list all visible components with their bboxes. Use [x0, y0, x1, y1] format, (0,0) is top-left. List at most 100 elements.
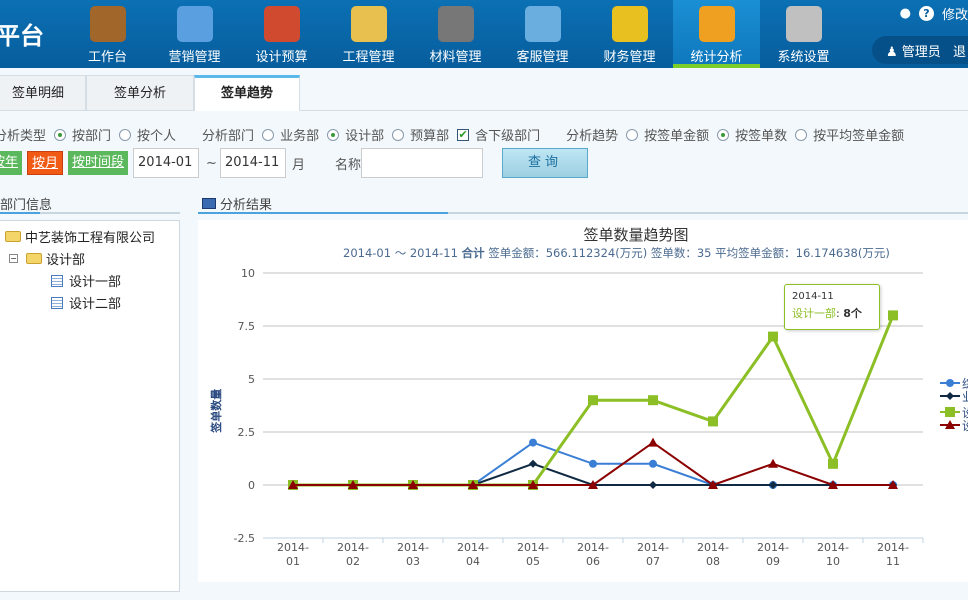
radio-by-dept[interactable]: [54, 128, 67, 141]
tooltip-date: 2014-11: [792, 291, 834, 302]
radio-by-dept-label: 按部门: [72, 129, 112, 144]
data-point: [589, 459, 597, 468]
help-icon[interactable]: ?: [918, 6, 934, 21]
tree-node-design[interactable]: − 设计部: [9, 249, 85, 268]
x-tick-label: 2014-: [697, 541, 729, 554]
tab-sign-analysis[interactable]: 签单分析: [86, 75, 194, 111]
dept-panel-header: 部门信息: [0, 194, 180, 214]
nav-item-label: 设计预算: [255, 50, 308, 65]
y-tick-label: -2.5: [234, 532, 255, 545]
query-button[interactable]: 查询: [502, 148, 588, 178]
data-point: [348, 480, 358, 489]
x-tick-label: 2014-: [817, 541, 849, 554]
radio-business-dept[interactable]: [262, 128, 275, 141]
x-tick-label: 2014-: [277, 541, 309, 554]
nav-item-6[interactable]: 财务管理: [586, 0, 673, 68]
analysis-type-label: 分析类型: [0, 129, 47, 144]
data-point: [708, 416, 718, 427]
logout-link[interactable]: 退: [952, 45, 966, 60]
subtitle-total-label: 合计: [461, 246, 485, 260]
tree-node-design-2[interactable]: 设计二部: [51, 293, 121, 312]
legend-marker: [945, 420, 955, 429]
book-icon: [89, 6, 126, 42]
nav-item-0[interactable]: 工作台: [64, 0, 151, 68]
result-panel-header: 分析结果: [198, 194, 968, 214]
radio-design-dept[interactable]: [327, 128, 340, 141]
x-tick-label: 2014-: [337, 541, 369, 554]
tab-sign-detail[interactable]: 签单明细: [0, 75, 86, 111]
radio-budget-dept[interactable]: [392, 128, 405, 141]
divider: [0, 212, 40, 214]
tree-node-label: 设计二部: [69, 297, 122, 312]
subtitle-range: 2014-01 ～ 2014-11: [343, 246, 458, 260]
include-sub-checkbox[interactable]: ✔: [457, 127, 470, 141]
tree-node-label: 设计部: [46, 253, 86, 268]
nav-item-2[interactable]: 设计预算: [238, 0, 325, 68]
by-period-button[interactable]: 按时间段: [68, 151, 129, 175]
x-tick-label: 08: [706, 555, 720, 568]
radio-by-person-label: 按个人: [137, 129, 177, 144]
folder-icon: [26, 253, 42, 264]
radio-by-amount[interactable]: [626, 128, 639, 141]
by-month-button[interactable]: 按月: [27, 151, 64, 175]
data-point: [888, 480, 898, 489]
nav-item-3[interactable]: 工程管理: [325, 0, 412, 68]
x-tick-label: 2014-: [877, 541, 909, 554]
legend-label: 综: [962, 377, 968, 391]
legend-marker: [946, 392, 954, 400]
nav-item-1[interactable]: 营销管理: [151, 0, 238, 68]
modify-link[interactable]: 修改: [941, 8, 968, 23]
from-date-input[interactable]: 2014-01: [133, 148, 200, 178]
data-point: [588, 480, 598, 489]
barrier-icon: [350, 6, 387, 42]
x-tick-label: 06: [586, 555, 600, 568]
data-point: [529, 459, 537, 468]
tree-node-design-1[interactable]: 设计一部: [51, 271, 121, 290]
tree-node-root[interactable]: 中艺装饰工程有限公司: [5, 227, 155, 246]
message-icon[interactable]: ●: [899, 6, 911, 21]
data-point: [648, 395, 658, 406]
radio-by-avg-amount[interactable]: [795, 128, 808, 141]
data-point: [828, 458, 838, 469]
tree-node-label: 中艺装饰工程有限公司: [25, 231, 156, 246]
legend-label: 设: [962, 406, 968, 420]
x-tick-label: 2014-: [397, 541, 429, 554]
tools-icon: [785, 6, 822, 42]
x-tick-label: 2014-: [577, 541, 609, 554]
data-point: [468, 480, 478, 489]
data-point: [648, 437, 658, 447]
to-date-input[interactable]: 2014-11: [219, 148, 286, 178]
radio-by-person[interactable]: [119, 128, 132, 141]
x-tick-label: 2014-: [517, 541, 549, 554]
by-year-button[interactable]: 按年: [0, 151, 22, 175]
name-input[interactable]: [360, 148, 483, 178]
filter-row: 分析类型 按部门 按个人 分析部门 业务部 设计部 预算部 ✔ 含下级部门 分析趋…: [0, 125, 904, 144]
radio-by-count[interactable]: [717, 128, 730, 141]
radio-by-amount-label: 按签单金额: [644, 129, 710, 144]
x-tick-label: 11: [886, 555, 900, 568]
nav-item-7[interactable]: 统计分析: [673, 0, 760, 68]
collapse-icon[interactable]: −: [9, 254, 18, 263]
tab-sign-trend[interactable]: 签单趋势: [194, 75, 300, 111]
tooltip-series: 设计一部: [792, 307, 836, 320]
brand-title: 平台: [0, 22, 44, 50]
data-point: [588, 395, 598, 406]
data-point: [768, 458, 778, 468]
user-name: 管理员: [901, 45, 941, 60]
data-point: [888, 310, 898, 321]
radio-business-dept-label: 业务部: [280, 129, 320, 144]
nav-item-8[interactable]: 系统设置: [760, 0, 847, 68]
line-chart: 107.552.50-2.52014-012014-022014-032014-…: [209, 267, 968, 568]
legend-marker: [945, 407, 955, 417]
nav-item-5[interactable]: 客服管理: [499, 0, 586, 68]
data-point: [529, 438, 537, 447]
user-menu[interactable]: ♟ 管理员 退: [872, 36, 968, 64]
y-tick-label: 7.5: [238, 320, 256, 333]
nav-item-label: 工作台: [87, 50, 127, 65]
result-panel-title: 分析结果: [220, 198, 273, 213]
data-point: [288, 480, 298, 489]
top-header: 平台 工作台 营销管理 设计预算 工程管理 材料管理 客服管理 财务管理 统计分析 系统设置 ●…: [0, 0, 968, 68]
x-tick-label: 04: [466, 555, 480, 568]
document-icon: [51, 296, 63, 309]
nav-item-4[interactable]: 材料管理: [412, 0, 499, 68]
